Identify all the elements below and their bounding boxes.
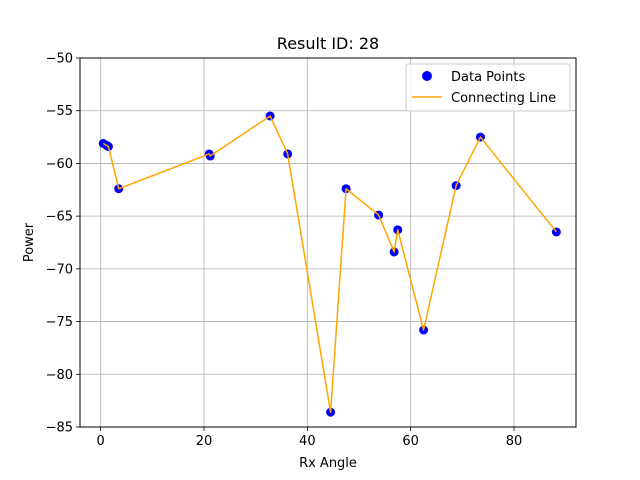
- connecting-line: [102, 115, 557, 413]
- grid: [80, 57, 576, 428]
- legend: Data Points Connecting Line: [405, 63, 571, 112]
- x-tick-label: 40: [299, 434, 316, 449]
- legend-label-data-points: Data Points: [451, 70, 525, 85]
- x-tick-label: 20: [196, 434, 213, 449]
- plot-area: [98, 111, 561, 417]
- chart-title: Result ID: 28: [277, 34, 379, 53]
- legend-label-connecting-line: Connecting Line: [451, 91, 556, 106]
- y-tick-label: −70: [46, 262, 73, 277]
- y-tick-label: −50: [46, 52, 73, 67]
- x-tick-label: 60: [402, 434, 419, 449]
- x-tick-label: 0: [97, 434, 105, 449]
- plot-frame: [79, 57, 577, 428]
- y-tick-label: −75: [46, 315, 73, 330]
- y-tick-label: −85: [46, 421, 73, 436]
- y-tick-label: −80: [46, 368, 73, 383]
- y-tick-label: −60: [46, 157, 73, 172]
- legend-marker-data-points: [422, 71, 432, 81]
- x-axis-label: Rx Angle: [299, 456, 357, 471]
- y-axis-label: Power: [22, 222, 37, 262]
- legend-box: [405, 63, 571, 112]
- axes-ticks: 0 20 40 60 80 −85 −80 −75 −70 −65 −60 −55 −50: [46, 52, 523, 450]
- y-tick-label: −65: [46, 210, 73, 225]
- y-tick-label: −55: [46, 104, 73, 119]
- x-tick-label: 80: [506, 434, 523, 449]
